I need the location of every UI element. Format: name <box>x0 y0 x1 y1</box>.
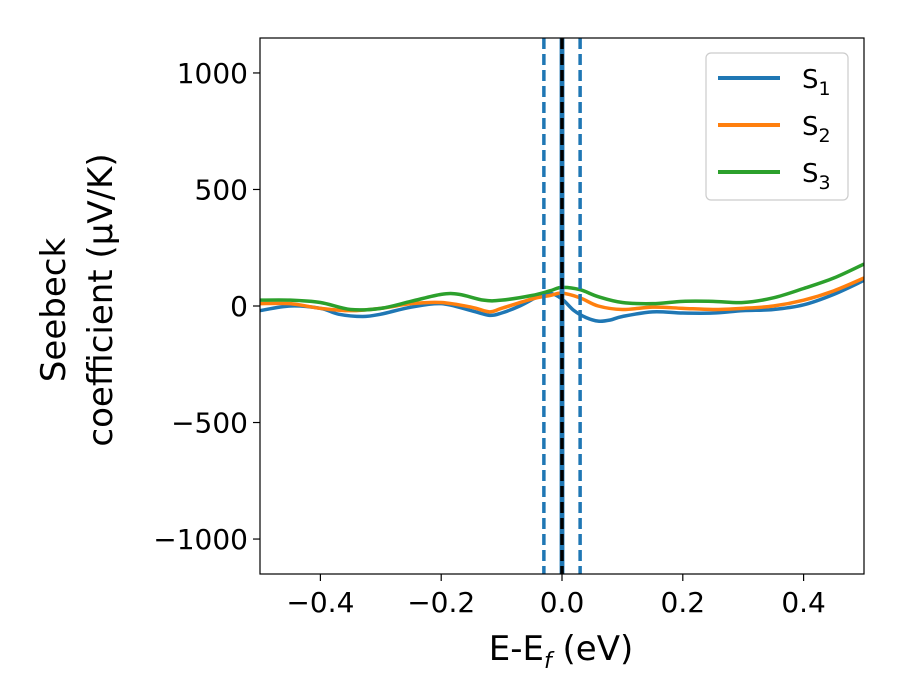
x-tick-label: 0.2 <box>661 586 706 619</box>
y-axis-label-line2: coefficient (μV/K) <box>81 153 121 446</box>
axes: −0.4 −0.2 0.0 0.2 0.4 1000 500 0 −500 −1000 <box>153 37 865 619</box>
x-tick-label: 0.4 <box>781 586 826 619</box>
legend-label-1: S1 <box>802 65 831 100</box>
x-axis-label-subscript: f <box>544 649 555 674</box>
x-tick-label: 0.0 <box>540 586 585 619</box>
legend-label-3: S3 <box>802 159 831 194</box>
fermi-band-1 <box>559 38 565 574</box>
legend: S1 S2 S3 <box>705 52 849 201</box>
plot-content <box>260 38 864 574</box>
x-tick-label: −0.4 <box>286 586 354 619</box>
plot-area <box>260 38 864 574</box>
y-tick-label: 0 <box>230 290 248 323</box>
legend-label-2: S2 <box>802 112 831 147</box>
y-tick-label: −1000 <box>153 523 248 556</box>
x-tick-label: −0.2 <box>407 586 475 619</box>
y-tick-label: 500 <box>195 173 248 206</box>
y-tick-label: −500 <box>171 407 248 440</box>
series-line-3 <box>260 262 864 312</box>
y-tick-label: 1000 <box>177 57 248 90</box>
y-axis-label-line1: Seebeck <box>34 238 74 383</box>
x-axis-label: E-Ef (eV) <box>489 629 634 674</box>
